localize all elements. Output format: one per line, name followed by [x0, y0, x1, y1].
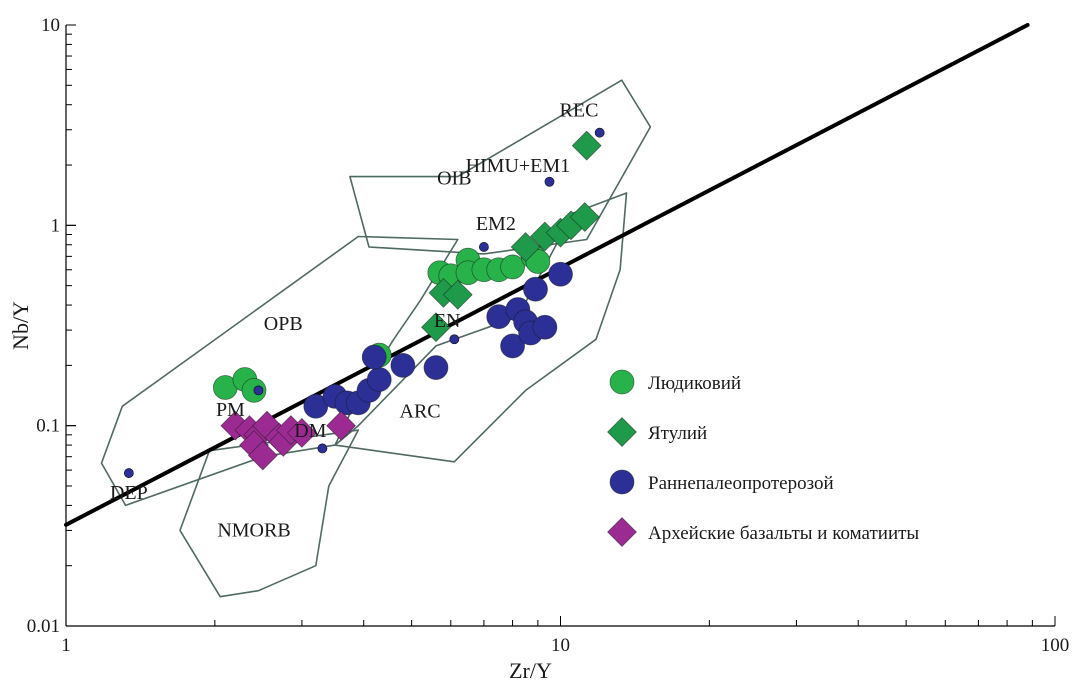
field-labels: OIB OPB ARC NMORB REC HIMU+EM1 EM2 EN PM DM DEP: [110, 99, 599, 541]
series-1: [421, 130, 602, 343]
legend-label-0: Людиковий: [648, 373, 741, 394]
data-point-series-1: [421, 312, 451, 343]
legend-item-3: Архейские базальты и коматииты: [607, 517, 919, 547]
reference-label-en: EN: [434, 310, 461, 332]
reference-point-dm: [317, 443, 328, 454]
x-tick-label-10: 10: [551, 635, 570, 656]
data-points: [123, 127, 605, 478]
field-nmorb: [179, 429, 360, 598]
data-point-series-1: [571, 130, 602, 161]
data-point-series-2: [523, 276, 548, 302]
legend: Людиковий Ятулий Раннепалеопротерозой Архей…: [607, 369, 919, 547]
legend-label-2: Раннепалеопротерозой: [648, 473, 834, 494]
reference-point-rec: [594, 127, 605, 138]
legend-marker-0: [609, 369, 635, 395]
legend-item-0: Людиковий: [609, 369, 741, 395]
legend-marker-2: [609, 469, 635, 495]
reference-point-pm: [253, 385, 264, 396]
data-point-series-0: [500, 254, 525, 280]
legend-item-1: Ятулий: [607, 417, 707, 447]
x-tick-label-1: 1: [61, 635, 71, 656]
legend-label-3: Архейские базальты и коматииты: [648, 523, 919, 544]
reference-point-em2: [479, 242, 489, 252]
reference-point-en: [449, 334, 460, 345]
legend-marker-1: [607, 417, 637, 447]
legend-marker-3: [607, 517, 637, 547]
data-point-series-3: [247, 440, 278, 471]
field-label-oib: OIB: [437, 167, 471, 189]
data-point-series-2: [532, 314, 558, 340]
legend-label-1: Ятулий: [648, 423, 707, 444]
data-point-series-2: [423, 355, 449, 380]
x-tick-label-100: 100: [1041, 635, 1070, 656]
reference-point-himu-em1: [544, 176, 555, 187]
y-tick-label: 10: [41, 15, 60, 36]
data-point-series-1: [510, 232, 541, 262]
data-point-series-2: [548, 261, 573, 287]
y-axis-title: Nb/Y: [8, 301, 33, 350]
reference-label-dep: DEP: [110, 482, 148, 504]
y-tick-label: 1: [51, 215, 61, 236]
y-tick-label: 0.01: [27, 616, 60, 637]
data-point-series-3: [326, 410, 357, 441]
series-3: [220, 410, 357, 471]
data-point-series-1: [569, 202, 600, 232]
data-point-series-2: [366, 367, 392, 392]
data-point-series-2: [390, 352, 416, 378]
data-point-series-3: [286, 417, 317, 448]
reference-label-himu-em1: HIMU+EM1: [466, 155, 571, 177]
x-axis-title: Zr/Y: [509, 658, 552, 683]
y-tick-label: 0.1: [36, 416, 60, 437]
data-point-series-1: [442, 279, 473, 310]
data-point-series-2: [500, 333, 525, 359]
field-arc: [334, 192, 628, 463]
field-label-nmorb: NMORB: [217, 519, 290, 541]
reference-label-em2: EM2: [476, 213, 516, 235]
field-label-opb: OPB: [264, 313, 303, 335]
trend-line-layer: [64, 23, 1030, 527]
reference-label-dm: DM: [294, 420, 326, 442]
series-2: [303, 261, 573, 419]
field-label-arc: ARC: [400, 400, 441, 422]
reference-label-rec: REC: [560, 99, 599, 121]
reference-point-dep: [123, 468, 134, 478]
legend-item-2: Раннепалеопротерозой: [609, 469, 834, 495]
trend-line: [64, 23, 1030, 527]
data-point-series-2: [361, 344, 387, 370]
reference-label-pm: PM: [216, 399, 245, 421]
